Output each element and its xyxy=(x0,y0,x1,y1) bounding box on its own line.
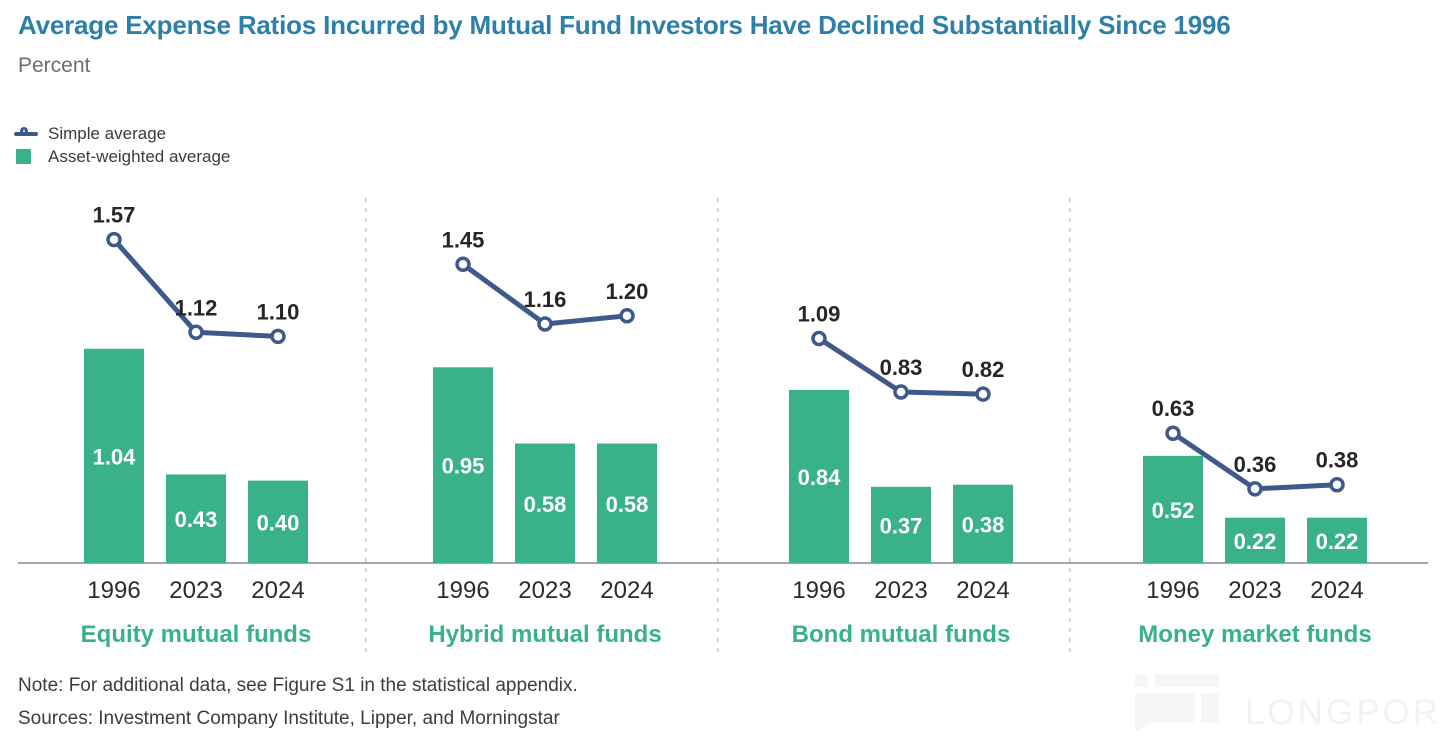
chart-title: Average Expense Ratios Incurred by Mutua… xyxy=(18,10,1231,40)
year-tick-label: 1996 xyxy=(87,577,140,604)
line-marker xyxy=(811,330,827,347)
year-tick-label: 2024 xyxy=(1310,577,1363,604)
panel-label: Hybrid mutual funds xyxy=(428,621,661,648)
year-tick-label: 2024 xyxy=(251,577,304,604)
bar-swatch-icon xyxy=(14,148,38,165)
line-marker xyxy=(188,324,204,341)
year-tick-label: 2023 xyxy=(518,577,571,604)
line-value-label: 0.82 xyxy=(962,357,1005,382)
line-value-label: 0.83 xyxy=(880,355,923,380)
year-tick-label: 2023 xyxy=(169,577,222,604)
line-marker xyxy=(455,256,471,273)
line-marker xyxy=(893,384,909,400)
bar xyxy=(1143,455,1203,563)
bar-value-label: 0.43 xyxy=(175,507,218,532)
bar-value-label: 0.38 xyxy=(962,512,1005,537)
line-value-label: 0.36 xyxy=(1234,452,1277,477)
bar xyxy=(953,484,1013,563)
line-value-label: 1.57 xyxy=(93,203,136,228)
line-marker xyxy=(106,231,122,248)
panel-label: Money market funds xyxy=(1138,621,1371,648)
year-tick-label: 2024 xyxy=(956,577,1009,604)
line-value-label: 0.63 xyxy=(1152,396,1195,421)
line-marker xyxy=(537,316,553,332)
line-value-label: 1.09 xyxy=(798,301,841,326)
line-value-label: 1.10 xyxy=(257,299,300,324)
bar-value-label: 0.22 xyxy=(1234,529,1277,554)
line-value-label: 1.20 xyxy=(606,279,649,304)
chart-note: Note: For additional data, see Figure S1… xyxy=(18,675,578,696)
watermark-text: LONGPORT xyxy=(1245,693,1440,732)
line-marker xyxy=(975,386,991,402)
bar xyxy=(1307,517,1367,563)
axis-unit-label: Percent xyxy=(18,54,91,77)
bar xyxy=(84,348,144,563)
line-marker xyxy=(1247,481,1263,497)
line-value-label: 1.45 xyxy=(442,227,485,252)
bar-value-label: 0.95 xyxy=(442,454,485,479)
line-marker xyxy=(619,308,635,324)
bar xyxy=(433,367,493,563)
bar xyxy=(166,474,226,563)
legend-item-simple-average: Simple average xyxy=(14,122,230,145)
bar xyxy=(871,486,931,563)
line-marker xyxy=(270,328,286,345)
bar-value-label: 0.37 xyxy=(880,513,923,538)
bar-value-label: 1.04 xyxy=(93,444,137,469)
line-marker xyxy=(1165,425,1181,441)
legend-label: Simple average xyxy=(48,123,167,143)
line-marker-icon xyxy=(14,126,38,142)
bar xyxy=(597,443,657,563)
line-value-label: 0.38 xyxy=(1316,448,1359,473)
panel-label: Bond mutual funds xyxy=(792,621,1011,648)
bar-value-label: 0.52 xyxy=(1152,498,1195,523)
year-tick-label: 2024 xyxy=(600,577,653,604)
chart-sources: Sources: Investment Company Institute, L… xyxy=(18,708,560,729)
bar xyxy=(515,443,575,563)
bar-value-label: 0.22 xyxy=(1316,529,1359,554)
line-marker xyxy=(1329,476,1345,493)
legend-label: Asset-weighted average xyxy=(48,146,231,166)
bar-value-label: 0.84 xyxy=(798,465,842,490)
bar-value-label: 0.58 xyxy=(524,492,567,517)
year-tick-label: 1996 xyxy=(436,577,489,604)
bar-value-label: 0.40 xyxy=(257,510,300,535)
bar xyxy=(789,389,849,563)
longport-logo-icon xyxy=(1135,672,1219,732)
chart-legend: Simple average Asset-weighted average xyxy=(14,122,230,168)
line-series xyxy=(111,237,281,339)
line-value-label: 1.12 xyxy=(175,295,218,320)
year-tick-label: 2023 xyxy=(1228,577,1281,604)
year-tick-label: 1996 xyxy=(792,577,845,604)
panel-label: Equity mutual funds xyxy=(81,621,312,648)
line-value-label: 1.16 xyxy=(524,287,567,312)
year-tick-label: 2023 xyxy=(874,577,927,604)
bar xyxy=(248,480,308,563)
bar-value-label: 0.58 xyxy=(606,492,649,517)
year-tick-label: 1996 xyxy=(1146,577,1199,604)
longport-watermark: LONGPORT xyxy=(1135,672,1440,734)
legend-item-asset-weighted-average: Asset-weighted average xyxy=(14,145,230,168)
bar xyxy=(1225,517,1285,563)
